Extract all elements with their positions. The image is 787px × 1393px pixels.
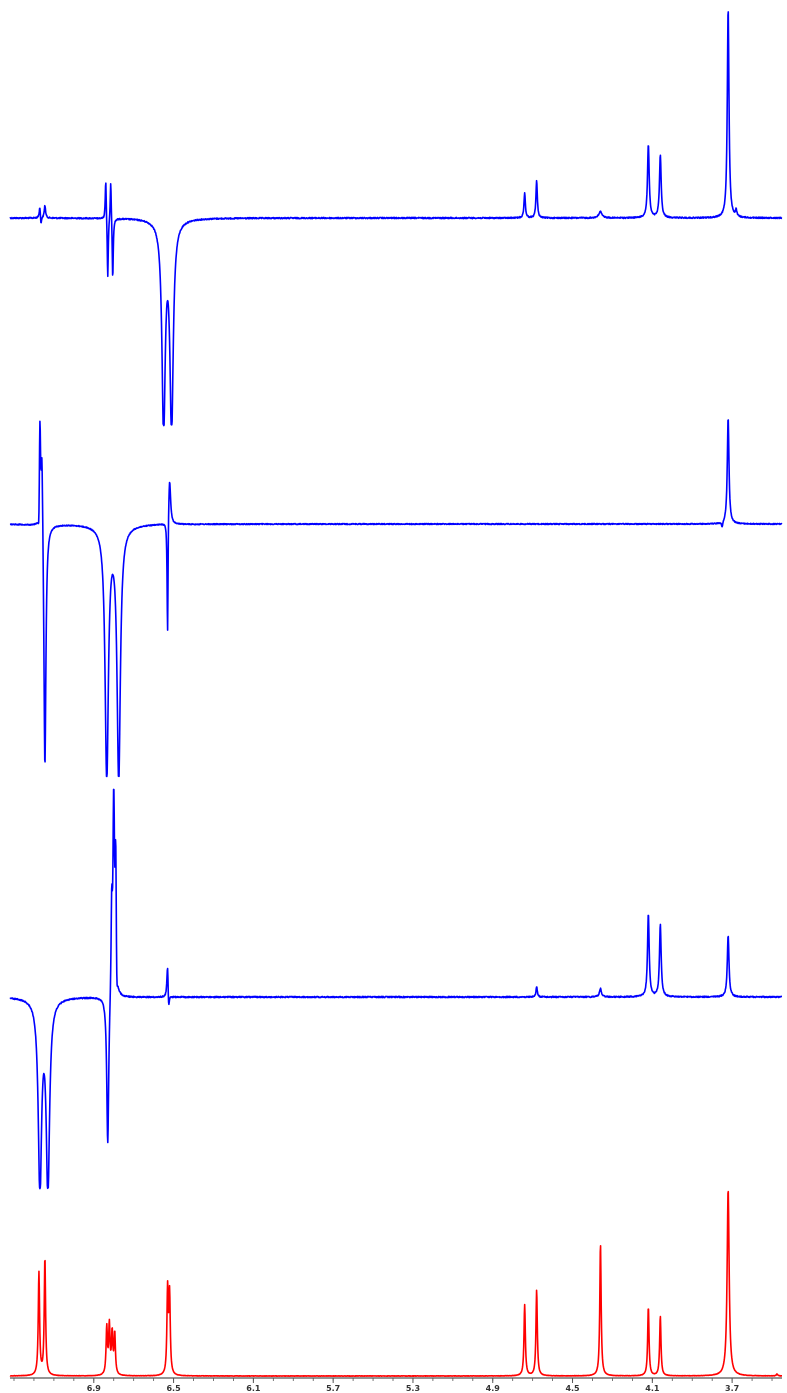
difference-spectrum-trace-3: [9, 788, 783, 1190]
difference-spectrum-trace-2: [9, 419, 783, 778]
difference-spectrum-trace-1: [9, 11, 783, 427]
spectrum-traces: [9, 11, 783, 1377]
x-axis-major-ticks: 6.9 6.5 6.1 5.7 5.3 4.9 4.5 4.1 3.7: [87, 1378, 739, 1393]
x-tick-label: 4.1: [645, 1384, 660, 1393]
reference-spectrum-trace: [9, 1190, 783, 1377]
x-tick-label: 4.5: [565, 1384, 580, 1393]
x-tick-label: 5.3: [406, 1384, 420, 1393]
x-axis: 6.9 6.5 6.1 5.7 5.3 4.9 4.5 4.1 3.7: [10, 1377, 782, 1393]
x-tick-label: 6.5: [166, 1384, 181, 1393]
x-tick-label: 6.1: [246, 1384, 261, 1393]
x-tick-label: 6.9: [87, 1384, 102, 1393]
x-tick-label: 5.7: [326, 1384, 340, 1393]
x-tick-label: 3.7: [725, 1384, 739, 1393]
x-tick-label: 4.9: [486, 1384, 501, 1393]
